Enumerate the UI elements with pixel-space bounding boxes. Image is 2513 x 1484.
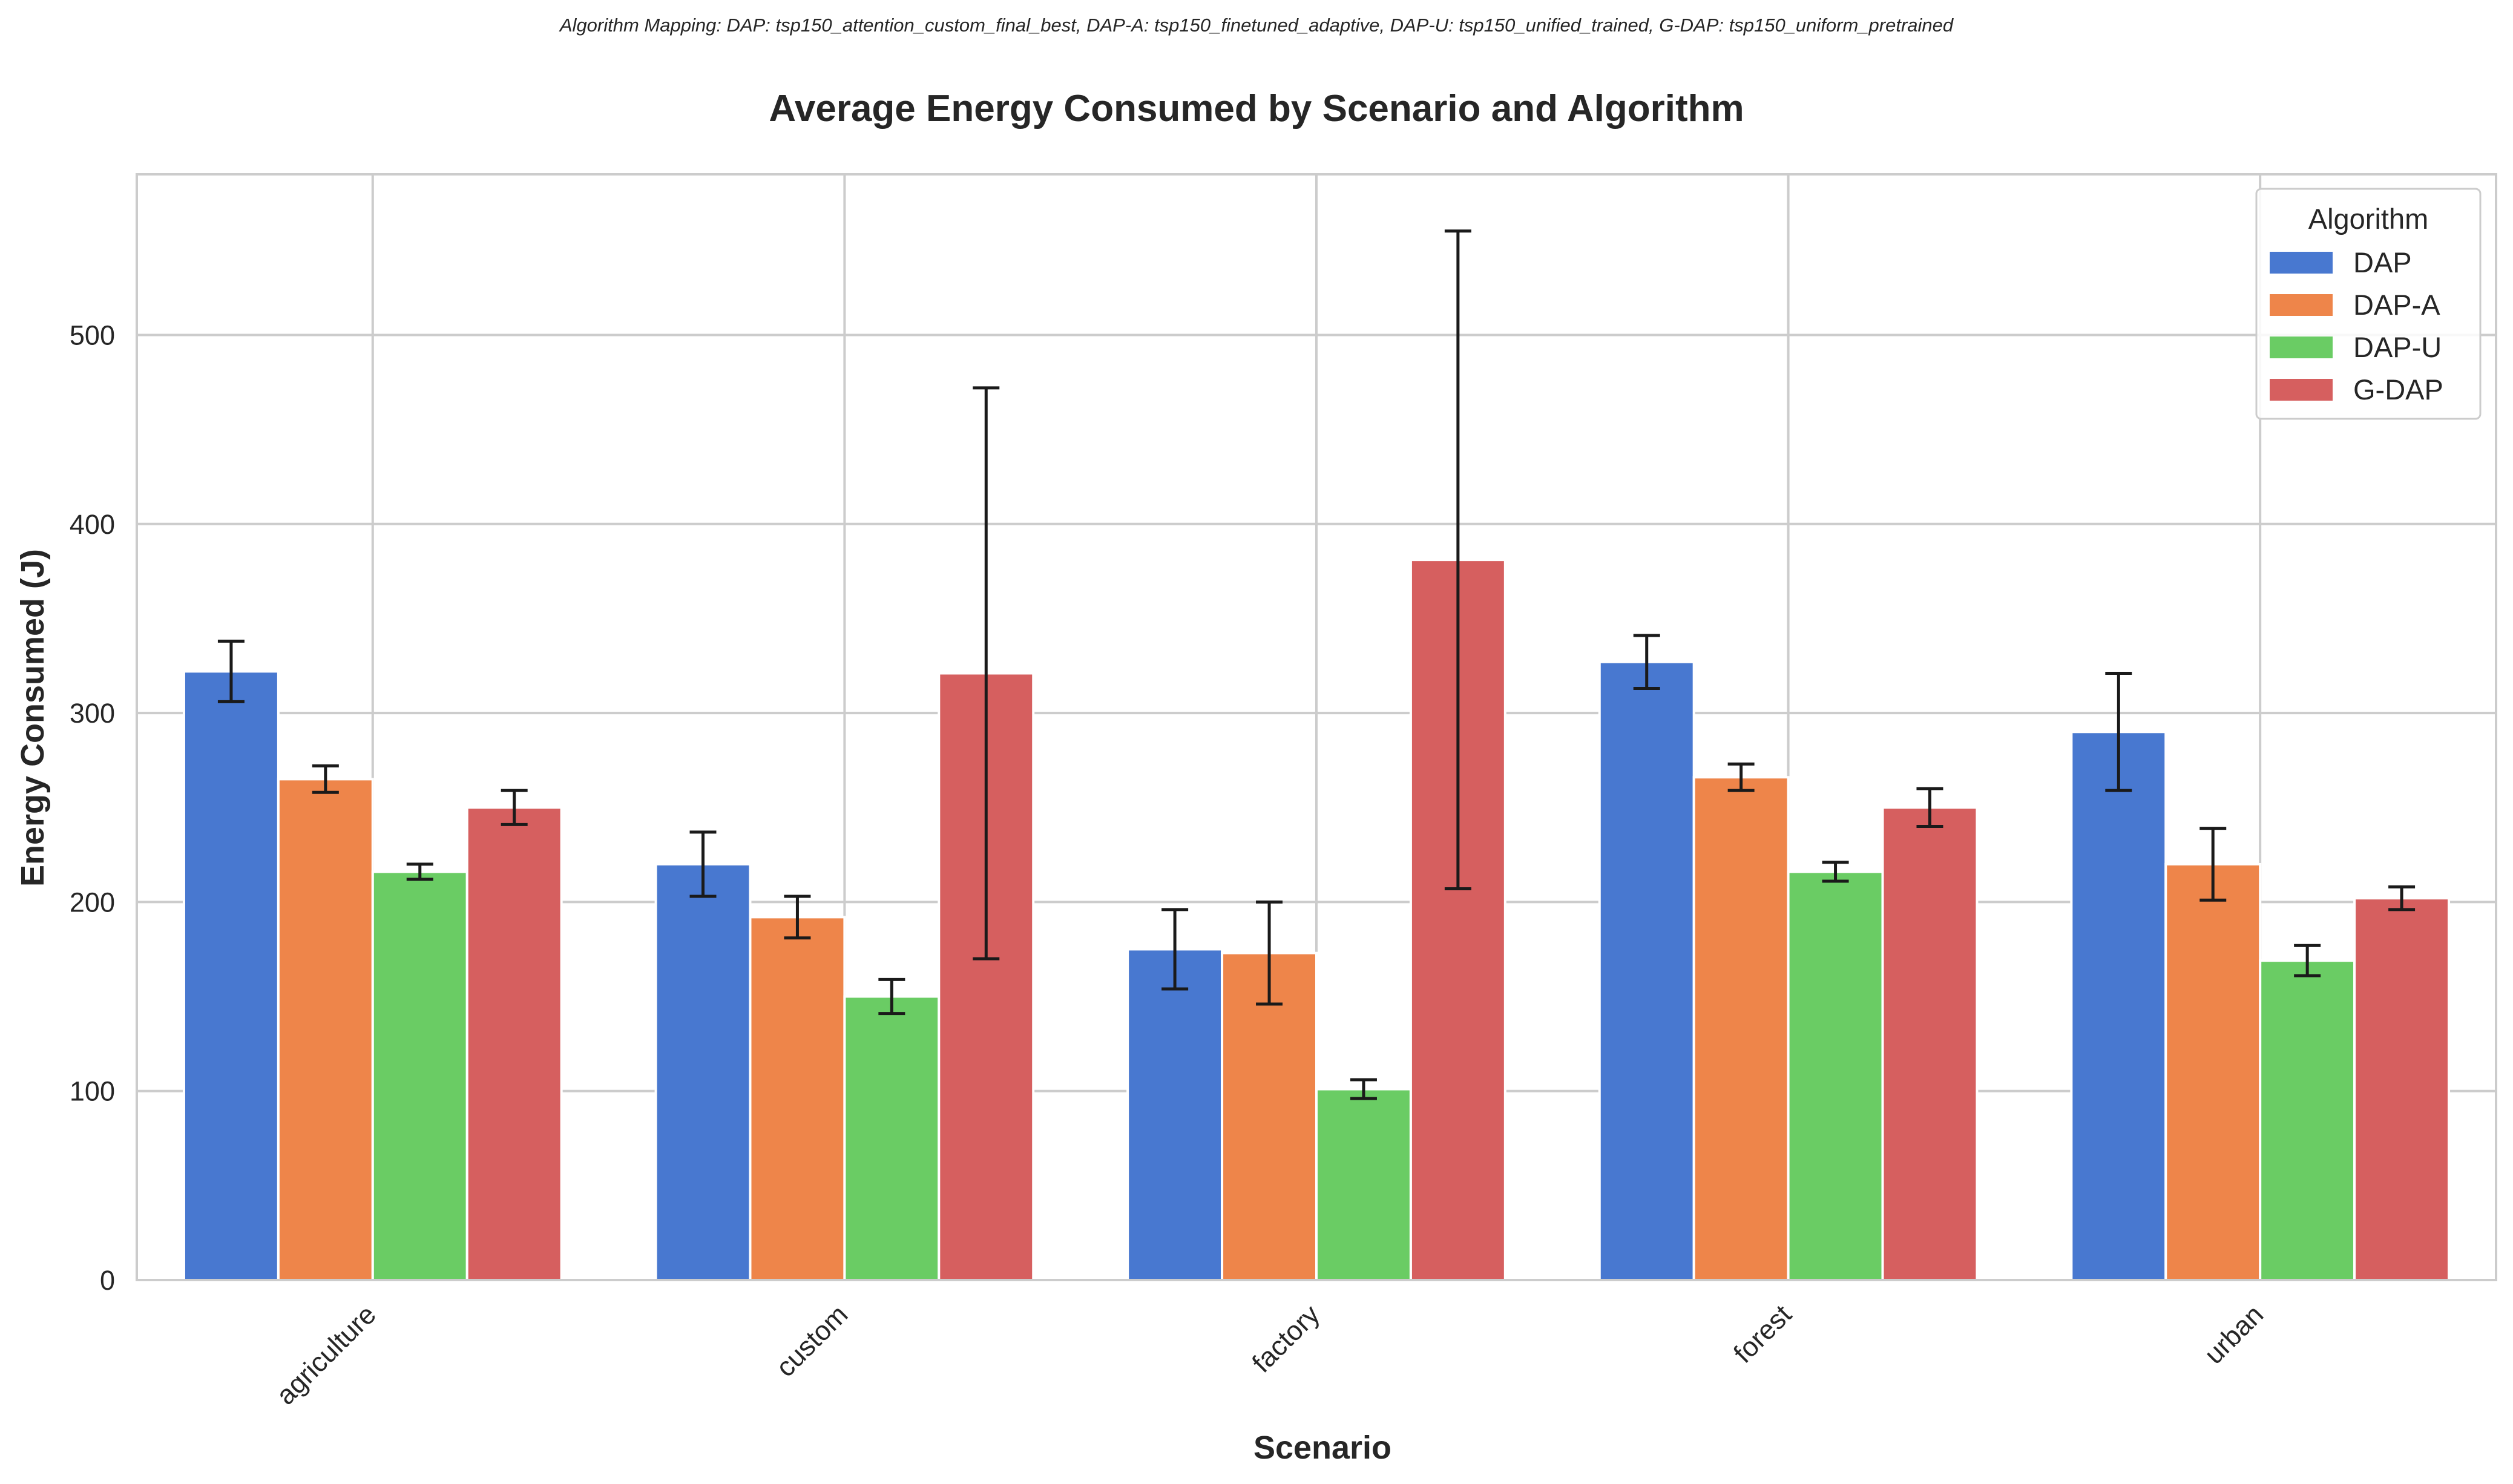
legend-item-dap-a: DAP-A [2270,289,2440,321]
chart-title: Average Energy Consumed by Scenario and … [769,88,1744,130]
y-tick-label: 100 [70,1076,115,1107]
error-bar-g-dap-agriculture [501,789,528,826]
error-bar-dap-u-custom [878,977,905,1016]
error-bar-dap-u-urban [2294,944,2321,977]
bar-dap-custom [654,862,752,1281]
x-axis-label: Scenario [1253,1430,1391,1466]
y-tick-label: 0 [100,1265,115,1296]
error-bar-g-dap-custom [973,386,1000,960]
bar-dap-u-forest [1787,870,1884,1281]
legend-item-dap: DAP [2270,246,2412,278]
bar-dap-u-factory [1315,1088,1412,1281]
y-axis-label: Energy Consumed (J) [15,549,51,887]
error-bar-g-dap-factory [1444,229,1471,891]
bar-dap-factory [1126,948,1224,1281]
error-bar-dap-u-agriculture [406,862,433,881]
y-tick-label: 300 [70,698,115,729]
legend-label: DAP-A [2353,289,2440,321]
x-tick-label-agriculture: agriculture [270,1299,382,1411]
error-bar-dap-agriculture [217,639,245,703]
error-bar-dap-custom [689,830,717,898]
bar-dap-u-urban [2259,959,2356,1281]
x-tick-label-custom: custom [770,1299,854,1383]
legend-box [2255,188,2482,420]
bar-g-dap-urban [2353,897,2451,1281]
legend-label: DAP [2353,246,2412,278]
x-tick-labels: agriculture custom factory forest urban [270,1299,2269,1411]
plot-frame [136,173,2497,1281]
bar-g-dap-forest [1881,806,1979,1281]
bar-dap-urban [2070,731,2167,1282]
y-tick-label: 200 [70,887,115,918]
legend-items: DAP DAP-A DAP-U G-DAP [2270,246,2443,405]
error-bar-dap-u-forest [1822,861,1849,883]
legend-title: Algorithm [2308,203,2429,235]
y-tick-label: 400 [70,509,115,540]
error-bar-dap-forest [1633,634,1660,690]
error-bar-g-dap-urban [2388,885,2416,911]
error-bars-group [217,229,2416,1100]
legend-item-dap-u: DAP-U [2270,331,2442,363]
x-tick-label-factory: factory [1246,1299,1326,1379]
bar-dap-a-forest [1692,776,1790,1282]
x-tick-label-urban: urban [2198,1299,2269,1370]
bar-dap-a-agriculture [277,778,374,1281]
y-tick-labels: 0 100 200 300 400 500 [70,320,115,1296]
bar-dap-u-custom [843,995,941,1281]
error-bar-dap-factory [1161,908,1189,991]
bars-group [182,559,2451,1282]
error-bar-dap-a-agriculture [312,764,339,794]
error-bar-dap-a-custom [784,895,811,940]
legend-label: G-DAP [2353,373,2443,405]
bar-dap-agriculture [182,670,280,1282]
error-bar-dap-u-factory [1350,1078,1377,1100]
legend-item-g-dap: G-DAP [2270,373,2443,405]
y-tick-label: 500 [70,320,115,350]
error-bar-dap-a-urban [2199,827,2227,902]
legend-swatch [2270,252,2333,274]
bar-dap-a-urban [2164,862,2262,1281]
legend: Algorithm DAP DAP-A DAP-U G-DAP [2255,188,2482,420]
error-bar-dap-a-forest [1727,762,1755,792]
bar-dap-forest [1598,660,1695,1282]
bar-g-dap-agriculture [465,806,563,1281]
bar-dap-a-custom [749,916,846,1282]
legend-swatch [2270,294,2333,316]
legend-swatch [2270,337,2333,358]
algorithm-mapping-note: Algorithm Mapping: DAP: tsp150_attention… [559,15,1954,36]
legend-swatch [2270,379,2333,401]
error-bar-g-dap-forest [1916,787,1943,828]
error-bar-dap-urban [2105,671,2132,792]
legend-label: DAP-U [2353,331,2442,363]
bar-dap-u-agriculture [371,870,468,1281]
x-tick-label-forest: forest [1727,1299,1798,1369]
error-bar-dap-a-factory [1256,900,1283,1006]
